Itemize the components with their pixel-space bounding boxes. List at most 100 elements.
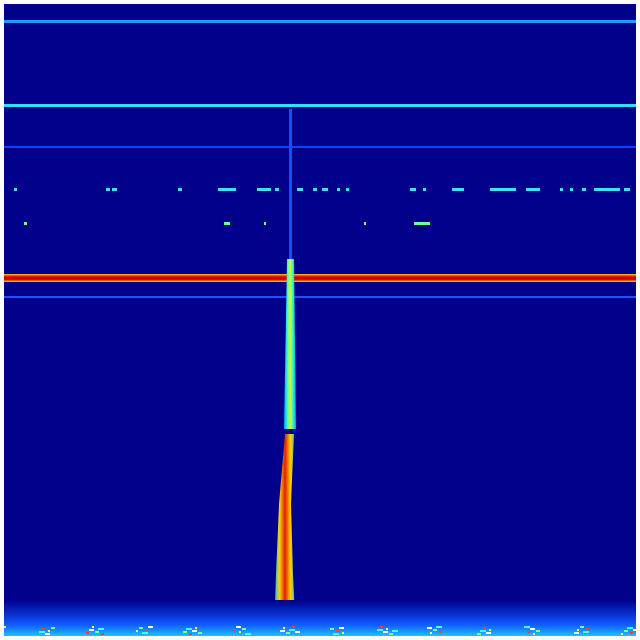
noise-speck bbox=[4, 626, 6, 628]
noise-speck bbox=[236, 626, 241, 628]
line-segment bbox=[560, 188, 563, 191]
noise-speck bbox=[186, 628, 192, 630]
noise-speck bbox=[433, 629, 437, 631]
line-segment bbox=[264, 222, 266, 225]
line-segment bbox=[594, 188, 620, 191]
noise-speck bbox=[295, 631, 300, 633]
noise-speck bbox=[195, 627, 197, 629]
noise-speck bbox=[198, 632, 202, 634]
line-segment bbox=[414, 222, 430, 225]
noise-speck bbox=[286, 632, 290, 634]
noise-speck bbox=[142, 632, 148, 634]
noise-speck bbox=[524, 626, 530, 628]
noise-speck bbox=[189, 633, 192, 635]
streak-lower bbox=[274, 434, 296, 636]
noise-speck bbox=[489, 629, 491, 631]
noise-speck bbox=[574, 632, 579, 634]
noise-speck bbox=[342, 632, 344, 634]
noise-speck bbox=[380, 626, 383, 628]
noise-speck bbox=[280, 630, 285, 632]
line-segment bbox=[322, 188, 328, 191]
noise-speck bbox=[386, 628, 388, 630]
horizontal-band-red bbox=[4, 274, 636, 282]
noise-speck bbox=[530, 628, 535, 630]
noise-speck bbox=[483, 627, 486, 629]
noise-speck bbox=[48, 630, 50, 632]
line-segment bbox=[218, 188, 236, 191]
streak-upper bbox=[284, 259, 296, 429]
noise-speck bbox=[92, 626, 94, 628]
noise-speck bbox=[633, 629, 636, 631]
line-segment bbox=[257, 188, 271, 191]
noise-speck bbox=[392, 630, 398, 632]
noise-speck bbox=[86, 632, 89, 634]
line-segment bbox=[337, 188, 340, 191]
noise-speck bbox=[436, 626, 442, 628]
noise-speck bbox=[383, 631, 388, 633]
noise-speck bbox=[95, 631, 99, 633]
noise-speck bbox=[624, 630, 628, 632]
noise-speck bbox=[239, 631, 241, 633]
horizontal-line-blue bbox=[4, 146, 636, 148]
noise-speck bbox=[101, 633, 104, 635]
line-segment bbox=[624, 188, 630, 191]
line-segment bbox=[106, 188, 110, 191]
line-segment bbox=[112, 188, 117, 191]
noise-speck bbox=[139, 627, 143, 629]
noise-speck bbox=[580, 626, 584, 628]
noise-speck bbox=[148, 626, 153, 628]
noise-speck bbox=[430, 632, 432, 634]
noise-speck bbox=[339, 627, 344, 629]
spectrogram-image bbox=[4, 4, 636, 636]
horizontal-line-top bbox=[4, 20, 636, 23]
noise-speck bbox=[98, 628, 104, 630]
line-segment bbox=[224, 222, 230, 225]
noise-speck bbox=[245, 633, 251, 635]
noise-speck bbox=[621, 633, 623, 635]
noise-speck bbox=[577, 629, 579, 631]
noise-speck bbox=[289, 629, 295, 631]
noise-speck bbox=[377, 629, 383, 631]
noise-speck bbox=[51, 627, 55, 629]
line-segment bbox=[24, 222, 27, 225]
noise-speck bbox=[45, 633, 50, 635]
noise-speck bbox=[183, 631, 187, 633]
noise-speck bbox=[39, 631, 45, 633]
noise-speck bbox=[336, 630, 339, 632]
line-segment bbox=[275, 188, 279, 191]
noise-speck bbox=[583, 631, 589, 633]
noise-speck bbox=[477, 633, 481, 635]
noise-speck bbox=[427, 627, 432, 629]
noise-speck bbox=[192, 630, 197, 632]
line-segment bbox=[313, 188, 317, 191]
line-segment bbox=[410, 188, 416, 191]
noise-speck bbox=[480, 630, 486, 632]
line-segment bbox=[570, 188, 573, 191]
noise-speck bbox=[330, 628, 334, 630]
noise-speck bbox=[630, 632, 633, 634]
line-segment bbox=[346, 188, 349, 191]
noise-speck bbox=[533, 633, 535, 635]
noise-speck bbox=[486, 632, 491, 634]
vertical-streak bbox=[274, 109, 296, 636]
noise-speck bbox=[233, 629, 236, 631]
line-segment bbox=[297, 188, 303, 191]
streak-faint bbox=[289, 109, 292, 269]
horizontal-line-cyan bbox=[4, 104, 636, 107]
noise-speck bbox=[389, 633, 393, 635]
line-segment bbox=[364, 222, 366, 225]
noise-speck bbox=[586, 628, 589, 630]
line-segment bbox=[423, 188, 426, 191]
noise-speck bbox=[242, 628, 246, 630]
bottom-noise-band bbox=[4, 600, 636, 636]
noise-speck bbox=[292, 626, 295, 628]
noise-speck bbox=[333, 633, 339, 635]
noise-speck bbox=[283, 627, 285, 629]
line-segment bbox=[178, 188, 182, 191]
noise-speck bbox=[42, 628, 45, 630]
line-segment bbox=[526, 188, 540, 191]
line-segment bbox=[582, 188, 586, 191]
noise-speck bbox=[536, 630, 540, 632]
horizontal-line-lower bbox=[4, 296, 636, 298]
noise-speck bbox=[89, 629, 94, 631]
